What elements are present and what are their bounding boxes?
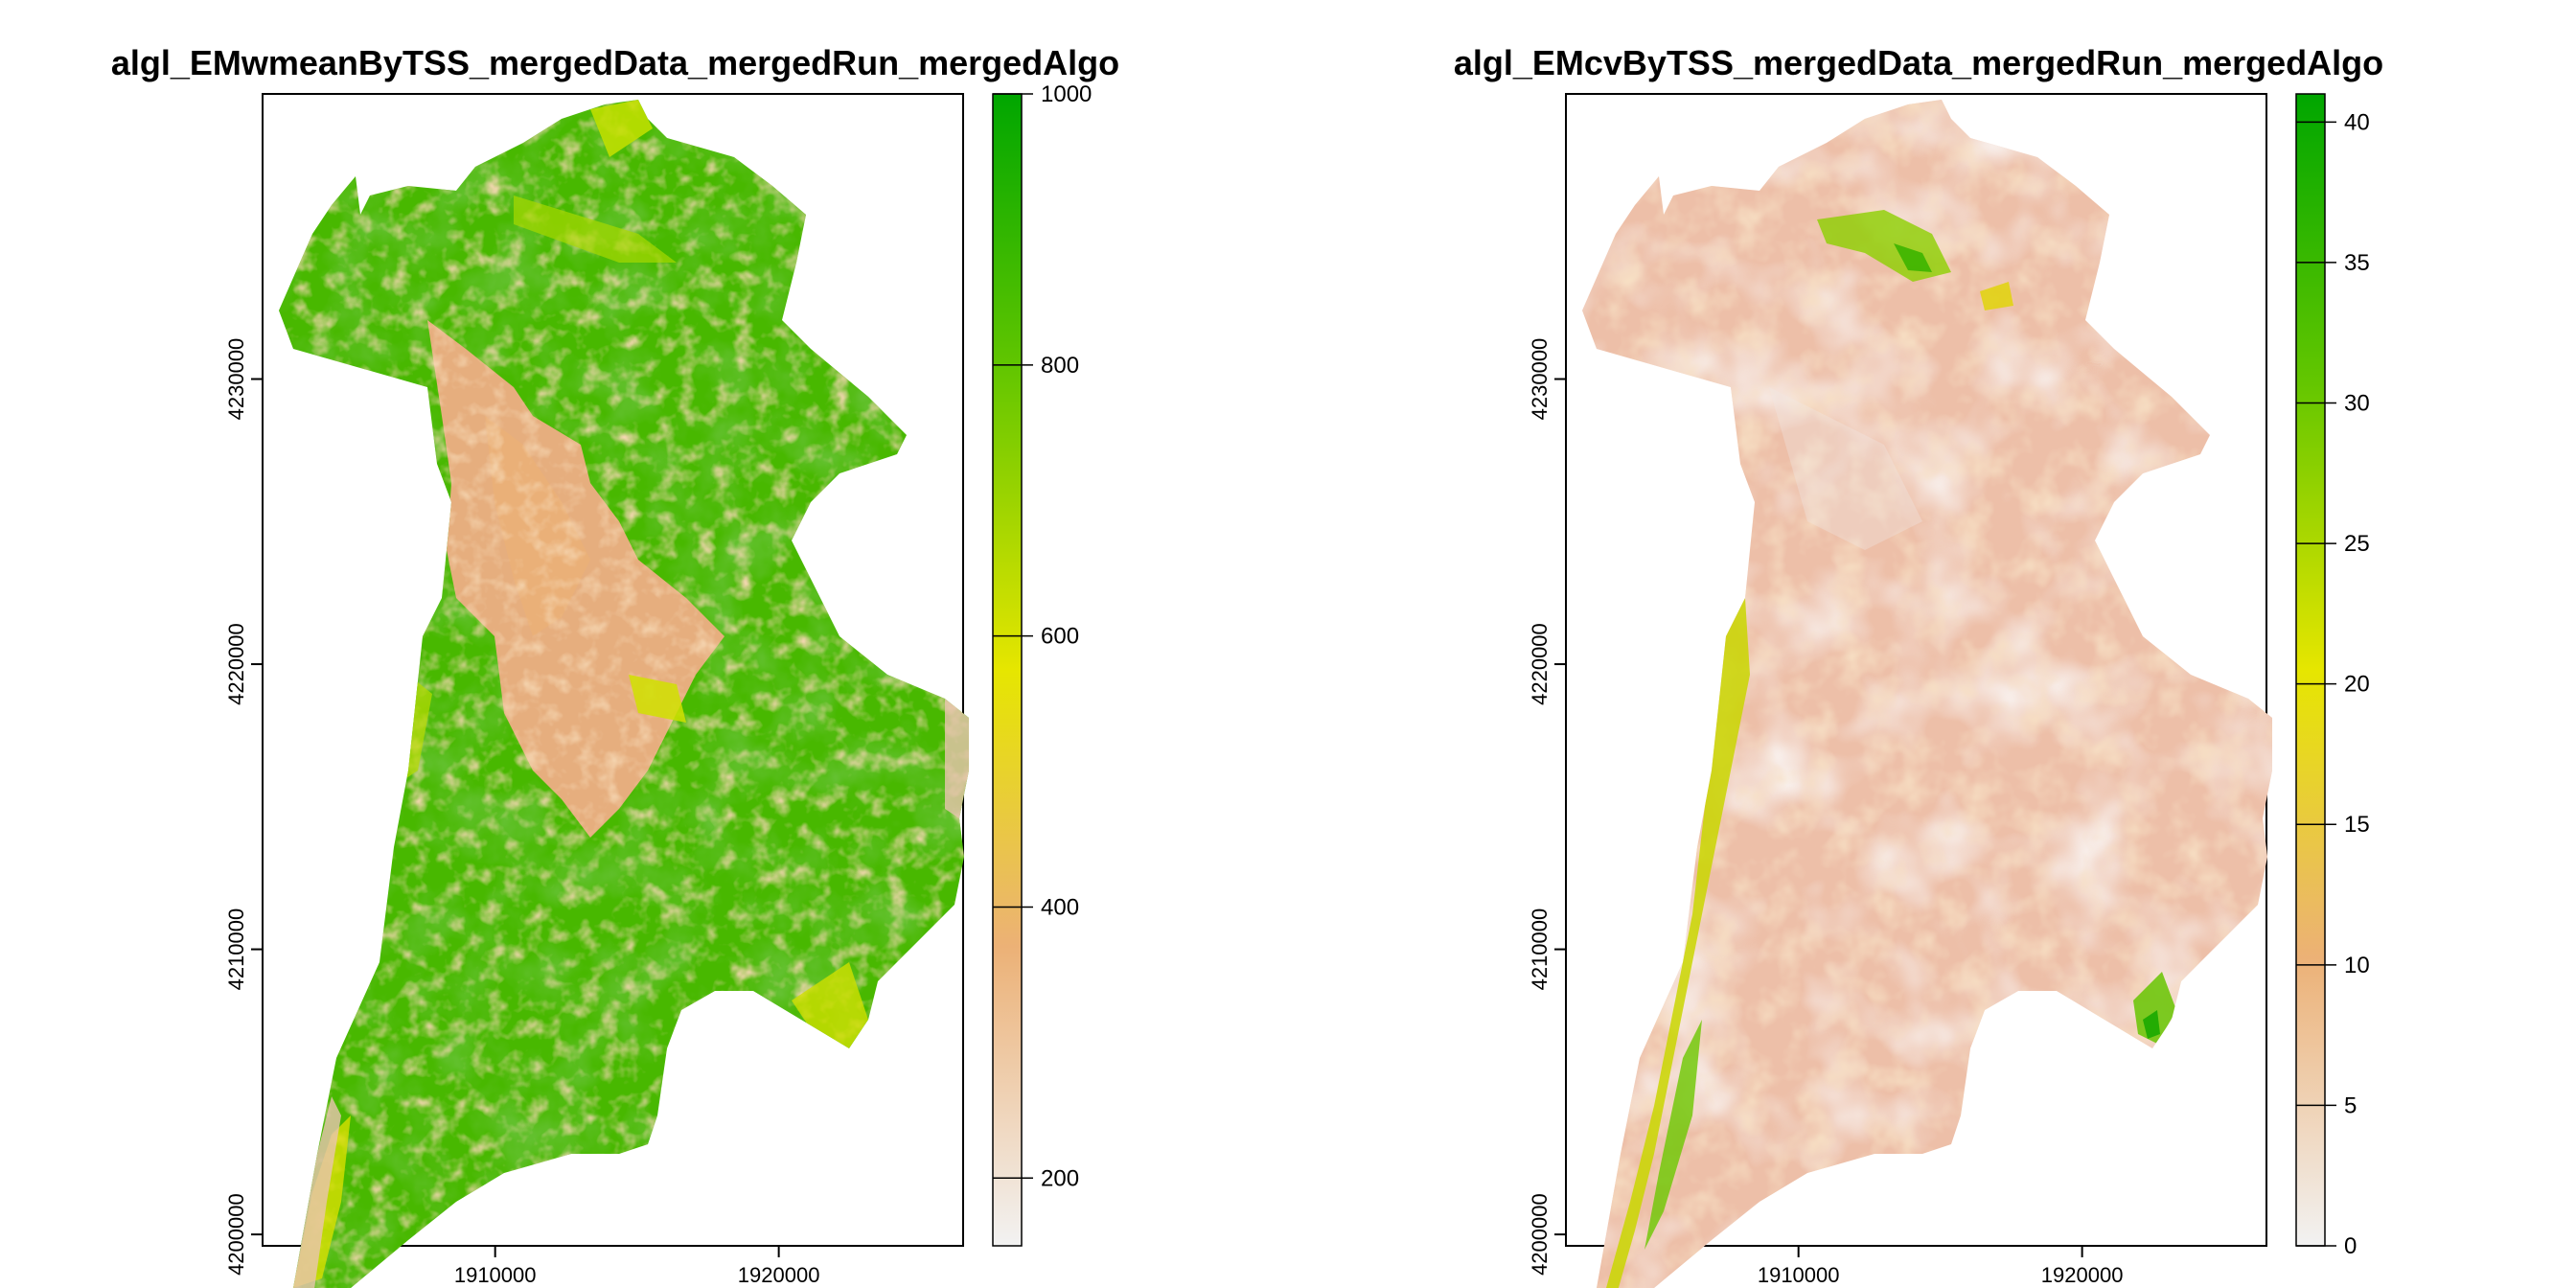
colorbar (992, 93, 1023, 1247)
x-tick-label: 1920000 (2041, 1263, 2124, 1287)
panel-title: algl_EMcvByTSS_mergedData_mergedRun_merg… (1454, 43, 2383, 82)
colorbar-tick-label: 0 (2344, 1233, 2357, 1259)
colorbar-tick-label: 800 (1041, 353, 1079, 379)
colorbar-tick-label: 25 (2344, 531, 2370, 557)
colorbar-tick-label: 40 (2344, 109, 2370, 135)
y-axis: 4200000 4210000 4220000 4230000 (1528, 338, 1566, 1276)
x-tick-label: 1920000 (738, 1263, 820, 1287)
colorbar-tick-label: 35 (2344, 250, 2370, 276)
colorbar-ticks: 200 400 600 800 1000 (993, 81, 1092, 1191)
y-tick-label: 4200000 (1528, 1193, 1552, 1276)
plot-frame (262, 93, 964, 1247)
plot-frame (1565, 93, 2267, 1247)
colorbar-ticks: 0 5 10 15 20 25 30 35 40 (2296, 109, 2370, 1259)
colorbar (2295, 93, 2326, 1247)
x-axis: 1910000 1920000 (1758, 1246, 2124, 1287)
colorbar-tick-label: 15 (2344, 812, 2370, 838)
colorbar-tick-label: 30 (2344, 390, 2370, 416)
y-tick-label: 4230000 (224, 338, 248, 421)
colorbar-tick-label: 200 (1041, 1165, 1079, 1191)
y-tick-label: 4220000 (1528, 623, 1552, 705)
colorbar-tick-label: 600 (1041, 624, 1079, 650)
y-tick-label: 4230000 (1528, 338, 1552, 421)
y-axis: 4200000 4210000 4220000 4230000 (224, 338, 263, 1276)
map-panel-cv: algl_EMcvByTSS_mergedData_mergedRun_merg… (1454, 43, 2383, 1288)
colorbar-tick-label: 10 (2344, 953, 2370, 978)
colorbar-tick-label: 20 (2344, 672, 2370, 698)
y-tick-label: 4220000 (224, 623, 248, 705)
colorbar-tick-label: 5 (2344, 1092, 2357, 1118)
panel-title: algl_EMwmeanByTSS_mergedData_mergedRun_m… (111, 43, 1119, 82)
x-tick-label: 1910000 (1758, 1263, 1840, 1287)
y-tick-label: 4210000 (1528, 908, 1552, 991)
x-tick-label: 1910000 (454, 1263, 537, 1287)
map-panel-wmean: algl_EMwmeanByTSS_mergedData_mergedRun_m… (111, 43, 1119, 1288)
raster-map (279, 100, 969, 1288)
raster-map (1582, 100, 2272, 1288)
y-tick-label: 4210000 (224, 908, 248, 991)
colorbar-tick-label: 400 (1041, 894, 1079, 920)
x-axis: 1910000 1920000 (454, 1246, 820, 1287)
y-tick-label: 4200000 (224, 1193, 248, 1276)
colorbar-tick-label: 1000 (1041, 81, 1092, 107)
